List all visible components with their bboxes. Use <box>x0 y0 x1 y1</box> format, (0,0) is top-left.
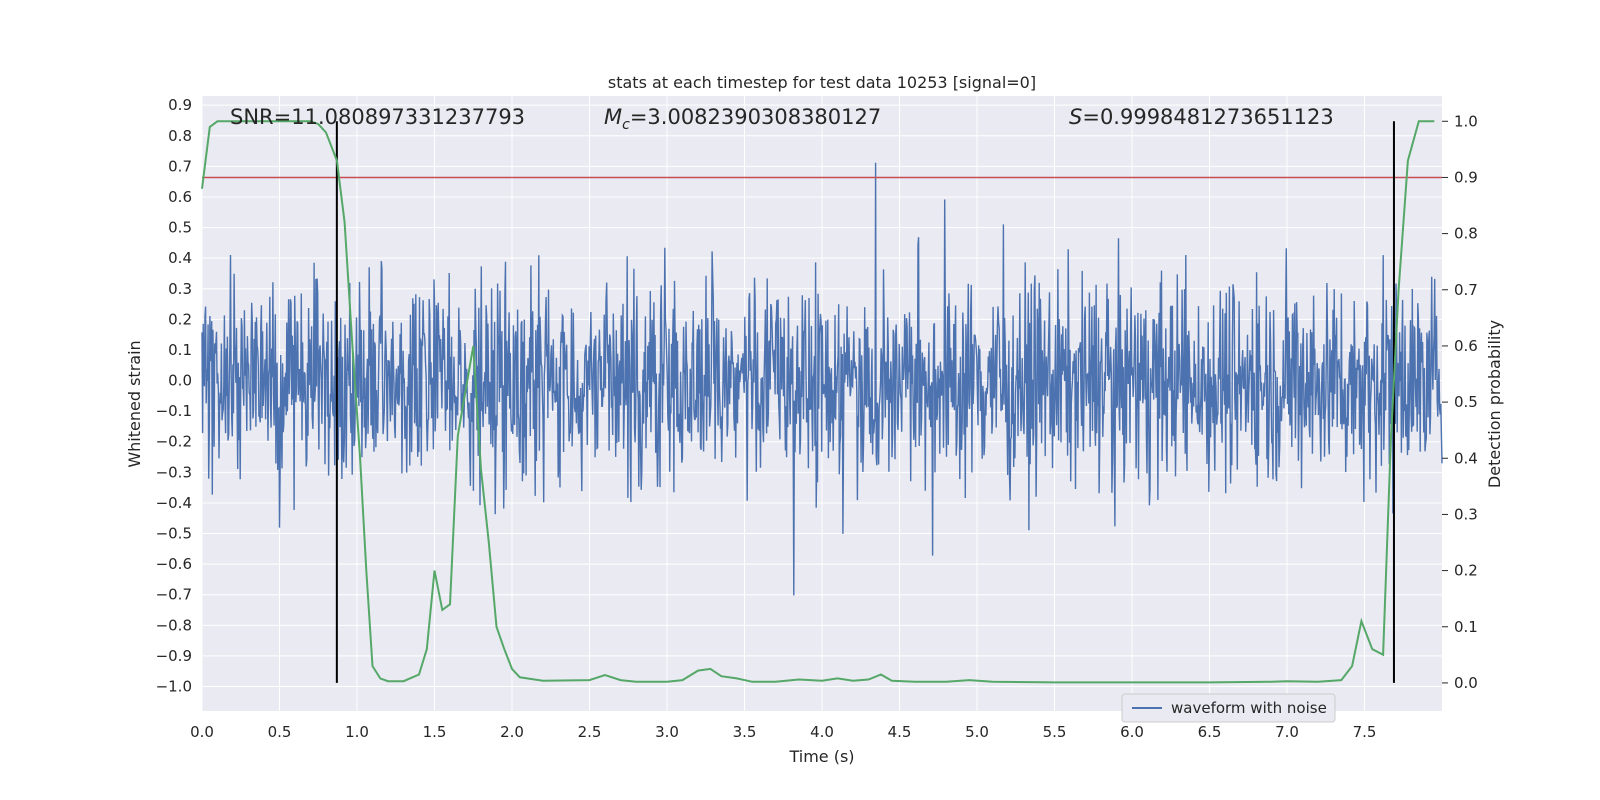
y-left-tick-label: −0.9 <box>156 647 192 665</box>
y-right-tick-label: 0.0 <box>1454 674 1478 692</box>
legend-box <box>1121 693 1336 723</box>
y-left-tick-label: −0.4 <box>156 494 192 512</box>
x-tick-label: 5.5 <box>1043 723 1067 741</box>
y-left-tick-label: −0.5 <box>156 525 192 543</box>
x-tick-label: 2.0 <box>500 723 524 741</box>
x-tick-label: 5.0 <box>965 723 989 741</box>
x-tick-label: 3.0 <box>655 723 679 741</box>
y-right-tick-label: 0.3 <box>1454 505 1478 523</box>
y-right-tick-label: 0.4 <box>1454 449 1478 467</box>
mc-subscript: c <box>622 117 630 133</box>
y-left-tick-label: −0.8 <box>156 616 192 634</box>
x-tick-label: 4.0 <box>810 723 834 741</box>
y-right-tick-label: 0.5 <box>1454 393 1478 411</box>
y-left-tick-label: 0.4 <box>168 249 192 267</box>
reference-lines <box>202 121 1442 683</box>
y-left-tick-label: −0.3 <box>156 463 192 481</box>
x-tick-label: 2.5 <box>578 723 602 741</box>
y-axis-right-label: Detection probability <box>1485 320 1504 488</box>
x-tick-label: 7.0 <box>1275 723 1299 741</box>
y-right-tick-label: 0.7 <box>1454 281 1478 299</box>
y-left-tick-label: 0.8 <box>168 127 192 145</box>
x-tick-label: 0.0 <box>190 723 214 741</box>
y-right-tick-label: 1.0 <box>1454 112 1478 130</box>
x-tick-label: 1.0 <box>345 723 369 741</box>
score-annotation: S=0.9998481273651123 <box>1069 105 1334 129</box>
y-left-tick-label: −0.6 <box>156 555 192 573</box>
y-right-tick-label: 0.1 <box>1454 618 1478 636</box>
y-axis-left-ticks: 0.9 0.8 0.7 0.6 0.5 0.4 0.3 0.2 0.1 0.0 −0.1 −0.2 −0… <box>156 96 192 695</box>
x-tick-label: 6.5 <box>1198 723 1222 741</box>
y-right-tick-label: 0.2 <box>1454 562 1478 580</box>
mc-symbol: M <box>604 105 622 129</box>
y-left-tick-label: 0.3 <box>168 280 192 298</box>
x-tick-label: 0.5 <box>268 723 292 741</box>
s-symbol: S <box>1069 105 1082 129</box>
y-left-tick-label: 0.0 <box>168 372 192 390</box>
y-left-tick-label: 0.2 <box>168 310 192 328</box>
y-left-tick-label: −0.1 <box>156 402 192 420</box>
legend-label: waveform with noise <box>1171 699 1327 717</box>
mc-value: =3.0082390308380127 <box>630 105 881 129</box>
y-right-tick-label: 0.8 <box>1454 225 1478 243</box>
y-left-tick-label: −0.2 <box>156 433 192 451</box>
y-left-tick-label: 0.6 <box>168 188 192 206</box>
y-right-tick-label: 0.6 <box>1454 337 1478 355</box>
y-left-tick-label: −1.0 <box>156 678 192 696</box>
chirp-mass-annotation: Mc=3.0082390308380127 <box>604 105 881 133</box>
x-tick-label: 6.0 <box>1120 723 1144 741</box>
y-axis-right-ticks: 1.0 0.9 0.8 0.7 0.6 0.5 0.4 0.3 0.2 0.1 0.0 <box>1442 112 1478 692</box>
legend: waveform with noise <box>1121 693 1336 723</box>
chart-title: stats at each timestep for test data 102… <box>608 73 1036 92</box>
s-value: =0.9998481273651123 <box>1082 105 1333 129</box>
y-left-tick-label: −0.7 <box>156 586 192 604</box>
y-left-tick-label: 0.5 <box>168 219 192 237</box>
y-right-tick-label: 0.9 <box>1454 168 1478 186</box>
x-tick-label: 7.5 <box>1353 723 1377 741</box>
x-tick-label: 4.5 <box>888 723 912 741</box>
waveform-series <box>201 162 1443 596</box>
x-axis-label: Time (s) <box>788 747 854 766</box>
x-tick-label: 1.5 <box>423 723 447 741</box>
y-left-tick-label: 0.9 <box>168 96 192 114</box>
snr-annotation: SNR=11.080897331237793 <box>230 105 525 129</box>
x-axis-ticks: 0.0 0.5 1.0 1.5 2.0 2.5 3.0 3.5 4.0 4.5 5.0 5.5 6.0 6… <box>190 723 1376 741</box>
y-left-tick-label: 0.1 <box>168 341 192 359</box>
x-tick-label: 3.5 <box>733 723 757 741</box>
y-left-tick-label: 0.7 <box>168 157 192 175</box>
probability-series <box>201 120 1435 684</box>
waveform-line <box>201 162 1443 596</box>
probability-line <box>201 120 1435 684</box>
y-axis-left-label: Whitened strain <box>125 340 144 467</box>
